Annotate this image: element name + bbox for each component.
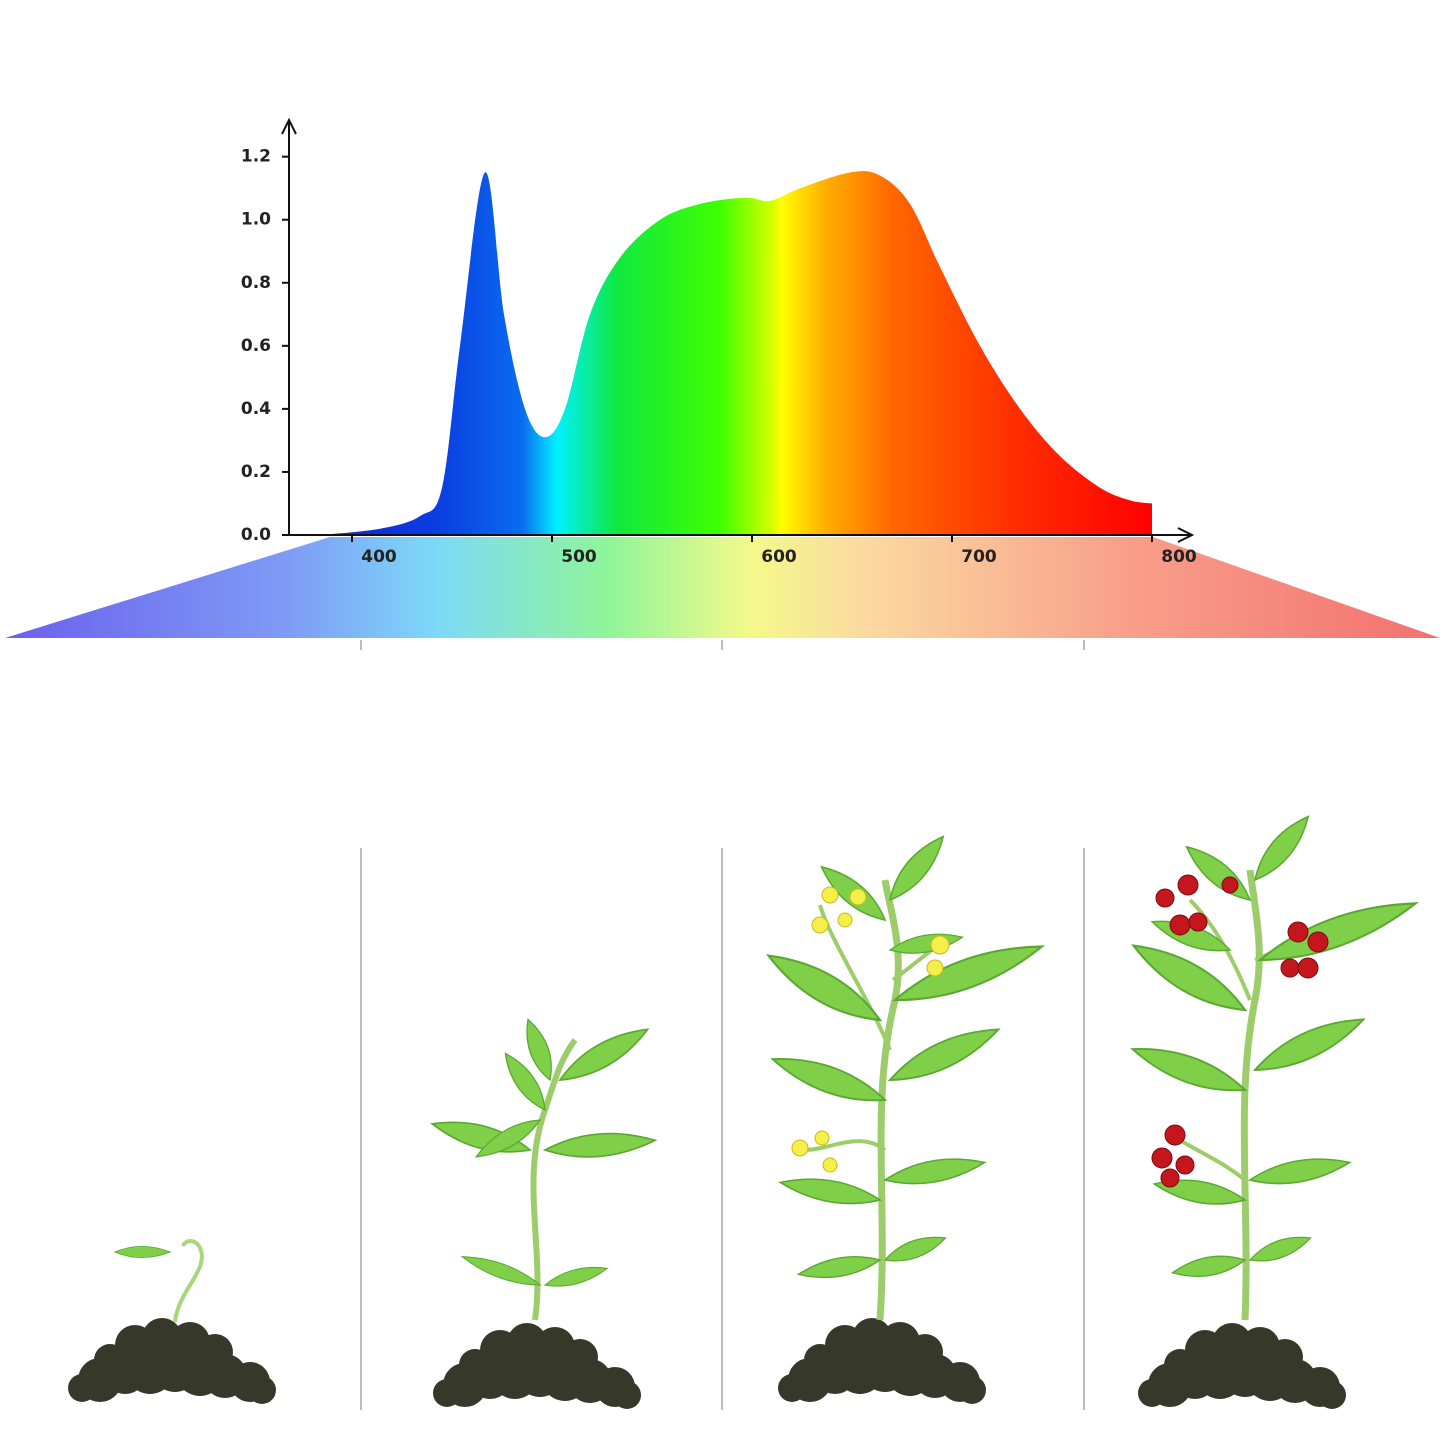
x-tick-label: 800: [1161, 547, 1197, 567]
x-tick-label: 400: [361, 547, 397, 567]
x-tick-label: 600: [761, 547, 797, 567]
x-tick-label: 500: [561, 547, 597, 567]
dividers: [360, 640, 1085, 1410]
x-tick-label: 700: [961, 547, 997, 567]
y-tick-label: 0.4: [241, 399, 271, 419]
axes: [281, 117, 1195, 543]
y-tick-label: 0.2: [241, 462, 271, 482]
plant-young: [428, 1015, 658, 1409]
y-tick-label: 0.6: [241, 336, 271, 356]
plant-flowering: [760, 828, 1049, 1404]
y-tick-label: 1.0: [241, 210, 271, 230]
plant-fruiting: [1125, 808, 1423, 1409]
y-tick-label: 1.2: [241, 147, 271, 167]
y-tick-label: 0.8: [241, 273, 271, 293]
y-tick-label: 0.0: [241, 525, 271, 545]
spectrum-area: [320, 171, 1152, 536]
spectrum-band: [5, 537, 1440, 638]
plant-seedling: [68, 1239, 276, 1404]
plot: [320, 171, 1152, 536]
